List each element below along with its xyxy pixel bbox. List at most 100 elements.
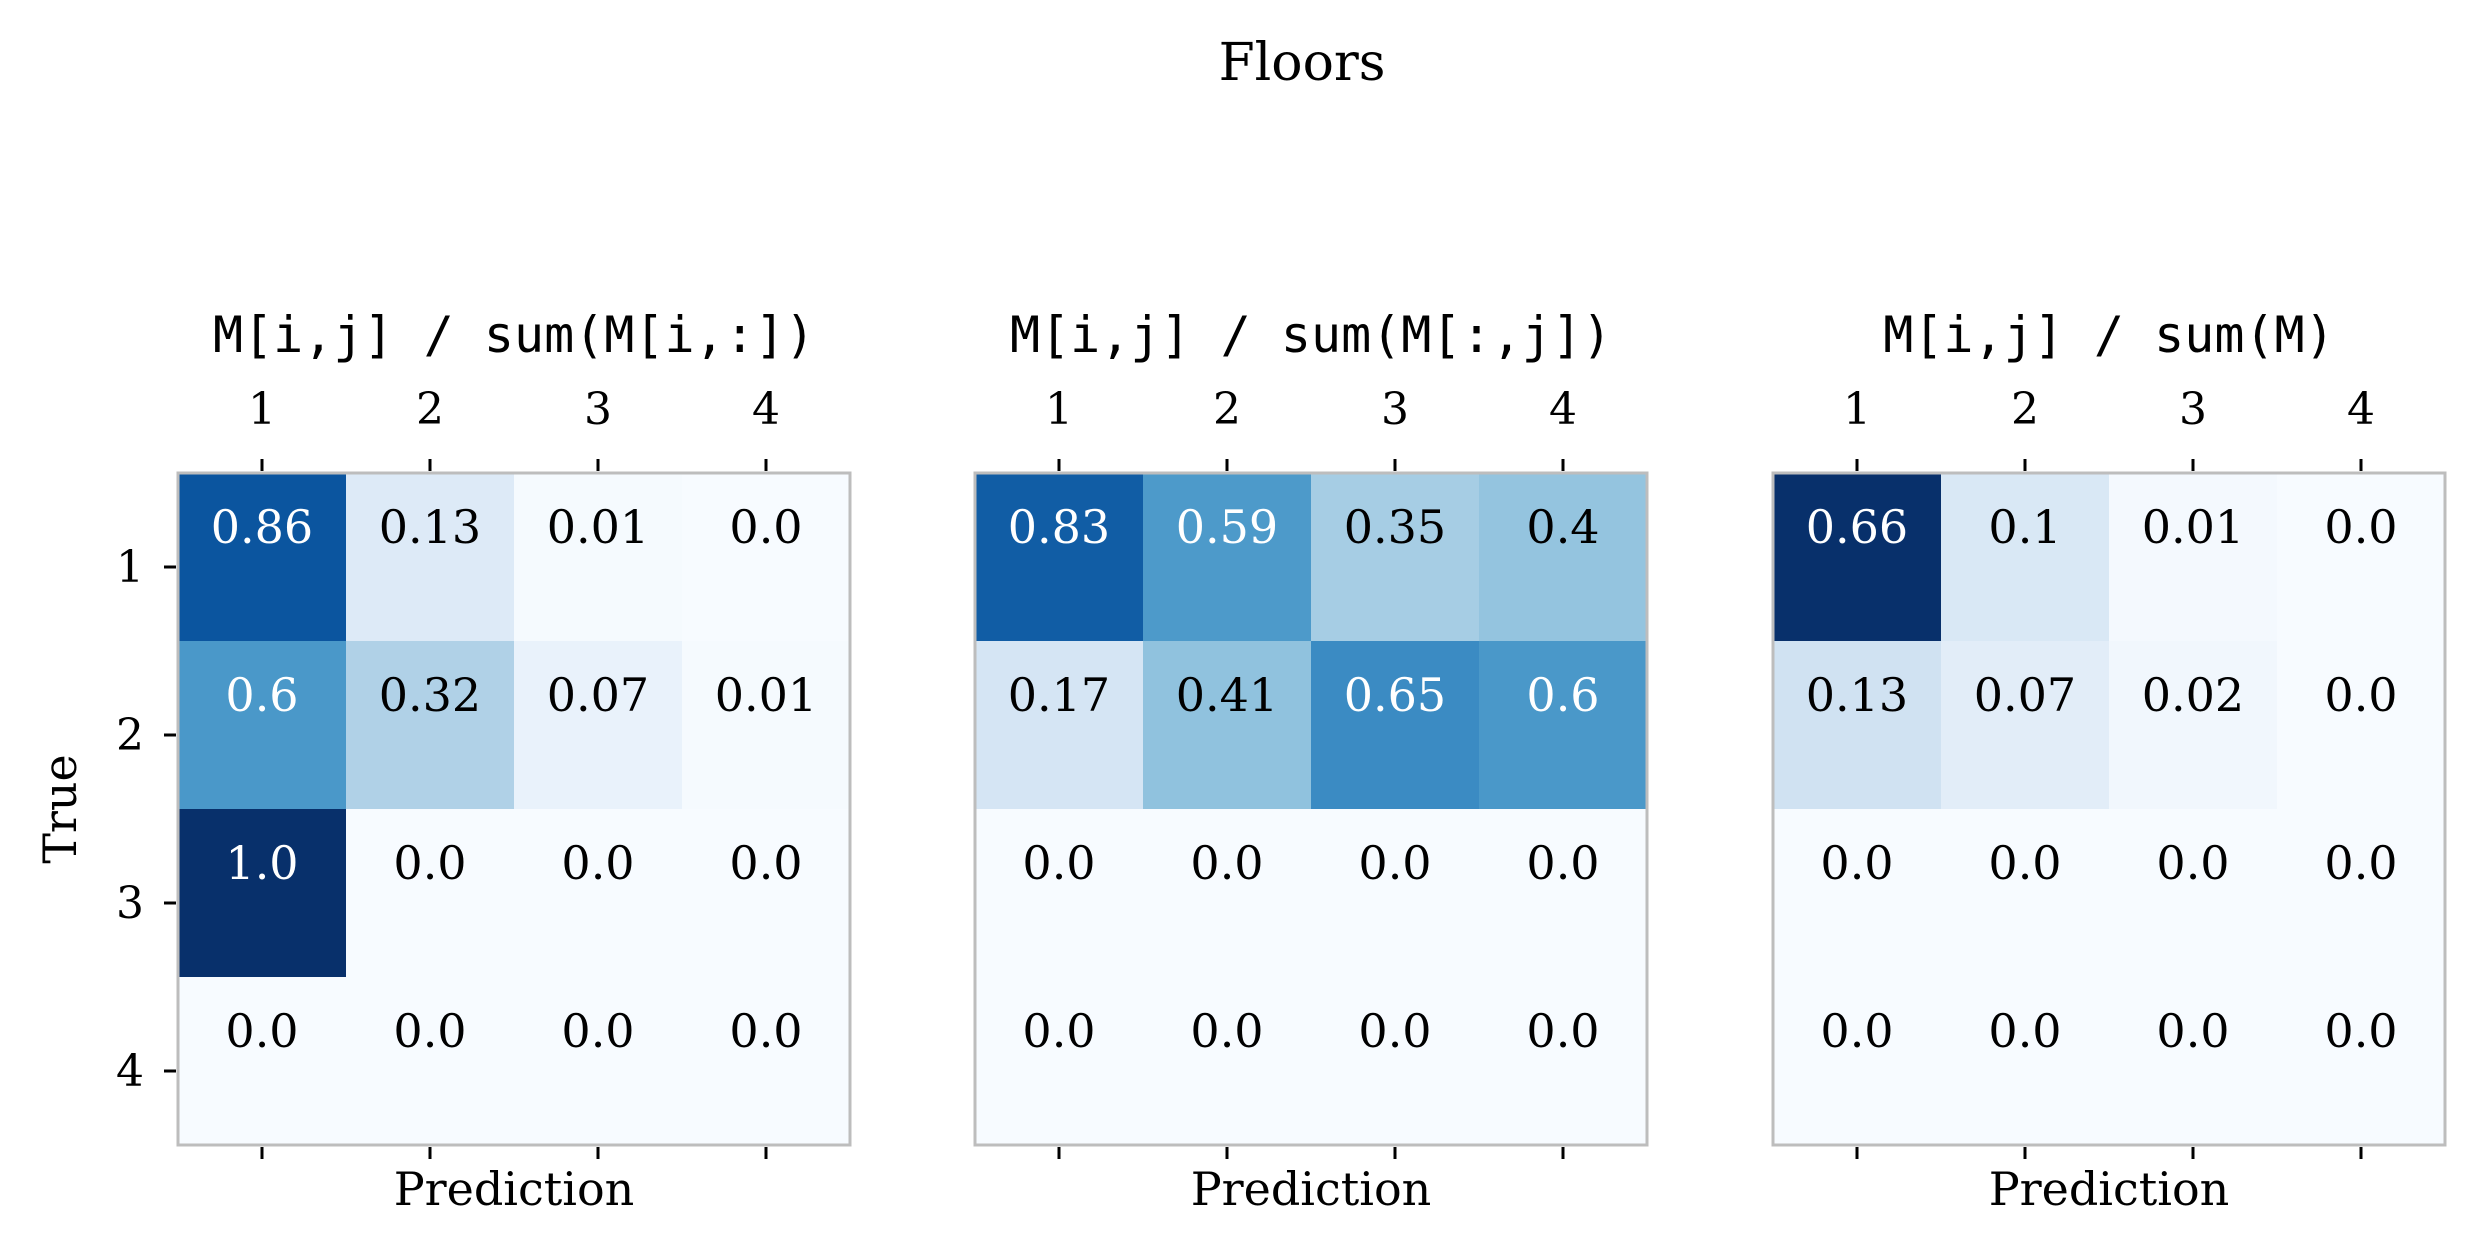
x-tick-label: 3 bbox=[584, 384, 612, 435]
heatmap-cell bbox=[1143, 977, 1311, 1145]
x-tick-label: 2 bbox=[2011, 384, 2039, 435]
heatmap-cell bbox=[1311, 473, 1479, 641]
cell-label: 0.0 bbox=[1358, 1004, 1431, 1058]
heatmap-cell bbox=[2109, 809, 2277, 977]
heatmap-panel-2: 0.83 0.59 0.35 0.4 0.17 0.41 0.65 0.6 0.0 0.0 0.0 0… bbox=[973, 306, 1649, 1216]
cell-label: 0.41 bbox=[1176, 668, 1278, 722]
plot-frame bbox=[973, 471, 1649, 1147]
cell-label: 0.0 bbox=[561, 1004, 634, 1058]
cell-label: 0.0 bbox=[1820, 1004, 1893, 1058]
cell-label: 0.32 bbox=[379, 668, 481, 722]
heatmap-panels: 0.86 0.13 0.01 0.00.6 0.32 0.07 0.011.0 0.0 0.0 0… bbox=[33, 306, 2447, 1216]
y-axis-label: True bbox=[33, 754, 87, 864]
cell-label: 0.0 bbox=[1526, 1004, 1599, 1058]
cell-label: 0.0 bbox=[2324, 500, 2397, 554]
panel-title: M[i,j] / sum(M[i,:]) bbox=[213, 306, 815, 364]
heatmap-cell bbox=[346, 809, 514, 977]
cell-label: 0.0 bbox=[729, 1004, 802, 1058]
heatmap-cell bbox=[2109, 641, 2277, 809]
cell-label: 0.0 bbox=[393, 1004, 466, 1058]
heatmap-cell bbox=[975, 473, 1143, 641]
x-axis-label: Prediction bbox=[394, 1162, 635, 1216]
cell-label: 0.17 bbox=[1008, 668, 1110, 722]
panel-title: M[i,j] / sum(M) bbox=[1883, 306, 2335, 364]
heatmap-cell bbox=[1143, 809, 1311, 977]
heatmap-cell bbox=[1311, 809, 1479, 977]
plot-frame bbox=[176, 471, 852, 1147]
cell-label: 0.01 bbox=[2142, 500, 2244, 554]
heatmap-cell bbox=[1479, 809, 1647, 977]
heatmap-cell bbox=[1311, 977, 1479, 1145]
cell-label: 0.01 bbox=[547, 500, 649, 554]
heatmap-cell bbox=[514, 641, 682, 809]
cell-label: 0.0 bbox=[1358, 836, 1431, 890]
x-tick-label: 1 bbox=[248, 384, 276, 435]
heatmap-cell bbox=[178, 809, 346, 977]
heatmap-cell bbox=[1941, 977, 2109, 1145]
heatmap-cell bbox=[2277, 641, 2445, 809]
heatmap-cell bbox=[178, 641, 346, 809]
heatmap-cell bbox=[975, 977, 1143, 1145]
heatmap-cell bbox=[1773, 641, 1941, 809]
x-axis-label: Prediction bbox=[1989, 1162, 2230, 1216]
cell-label: 0.0 bbox=[2324, 1004, 2397, 1058]
heatmap-cell bbox=[2109, 473, 2277, 641]
cell-label: 0.0 bbox=[1988, 1004, 2061, 1058]
cell-label: 0.13 bbox=[379, 500, 481, 554]
cell-label: 0.6 bbox=[225, 668, 298, 722]
heatmap-cell bbox=[2277, 473, 2445, 641]
x-tick-label: 2 bbox=[416, 384, 444, 435]
heatmap-cell bbox=[1773, 809, 1941, 977]
heatmap-cell bbox=[1773, 977, 1941, 1145]
x-tick-label: 4 bbox=[752, 384, 780, 435]
heatmap-cell bbox=[975, 641, 1143, 809]
heatmap-cell bbox=[1479, 977, 1647, 1145]
cell-label: 0.6 bbox=[1526, 668, 1599, 722]
cell-label: 0.0 bbox=[1190, 1004, 1263, 1058]
heatmap-cell bbox=[682, 977, 850, 1145]
cell-label: 0.4 bbox=[1526, 500, 1599, 554]
heatmap-cell bbox=[975, 809, 1143, 977]
heatmap-cell bbox=[2109, 977, 2277, 1145]
heatmap-cell bbox=[2277, 977, 2445, 1145]
heatmap-cell bbox=[178, 977, 346, 1145]
cell-label: 0.66 bbox=[1806, 500, 1908, 554]
heatmap-cell bbox=[346, 977, 514, 1145]
heatmap-cell bbox=[1479, 641, 1647, 809]
heatmap-cell bbox=[2277, 809, 2445, 977]
cell-label: 0.07 bbox=[1974, 668, 2076, 722]
cell-label: 0.0 bbox=[1988, 836, 2061, 890]
cell-label: 0.65 bbox=[1344, 668, 1446, 722]
y-tick-label: 3 bbox=[116, 878, 144, 929]
cell-label: 0.0 bbox=[1526, 836, 1599, 890]
x-tick-label: 4 bbox=[2347, 384, 2375, 435]
plot-frame bbox=[1771, 471, 2447, 1147]
cell-label: 0.0 bbox=[2324, 836, 2397, 890]
cell-label: 0.02 bbox=[2142, 668, 2244, 722]
x-axis-label: Prediction bbox=[1191, 1162, 1432, 1216]
heatmap-cell bbox=[1143, 473, 1311, 641]
x-tick-label: 3 bbox=[2179, 384, 2207, 435]
heatmap-cell bbox=[178, 473, 346, 641]
cell-label: 0.0 bbox=[2324, 668, 2397, 722]
cell-label: 0.83 bbox=[1008, 500, 1110, 554]
cell-label: 0.0 bbox=[561, 836, 634, 890]
cell-label: 0.01 bbox=[715, 668, 817, 722]
x-tick-label: 3 bbox=[1381, 384, 1409, 435]
heatmap-cell bbox=[1941, 809, 2109, 977]
figure-title: Floors bbox=[1219, 33, 1386, 93]
heatmap-cell bbox=[1311, 641, 1479, 809]
heatmap-cell bbox=[1941, 473, 2109, 641]
x-tick-label: 1 bbox=[1843, 384, 1871, 435]
y-tick-label: 1 bbox=[116, 542, 144, 593]
heatmap-cell bbox=[346, 473, 514, 641]
cell-label: 0.86 bbox=[211, 500, 313, 554]
cell-label: 0.0 bbox=[1190, 836, 1263, 890]
heatmap-cell bbox=[682, 473, 850, 641]
cell-label: 0.13 bbox=[1806, 668, 1908, 722]
cell-label: 0.0 bbox=[1022, 836, 1095, 890]
y-tick-label: 2 bbox=[116, 710, 144, 761]
cell-label: 0.0 bbox=[729, 836, 802, 890]
y-tick-label: 4 bbox=[116, 1046, 144, 1097]
cell-label: 0.07 bbox=[547, 668, 649, 722]
